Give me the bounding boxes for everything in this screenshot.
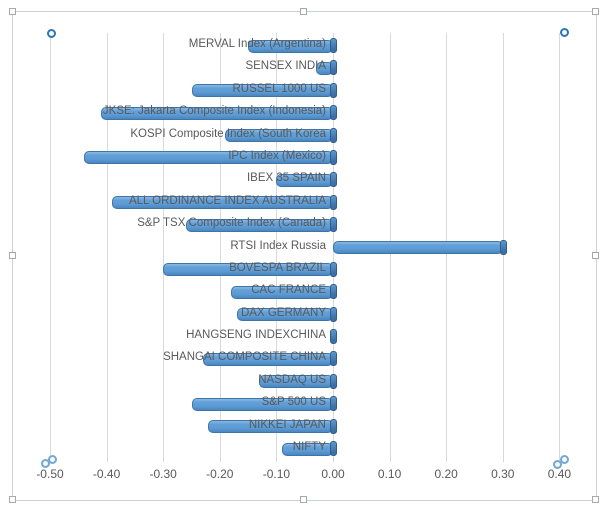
category-label[interactable]: JKSE: Jakarta Composite Index (Indonesia…	[102, 105, 326, 118]
x-axis-tick-label[interactable]: -0.50	[36, 467, 64, 481]
category-label[interactable]: IBEX 35 SPAIN	[246, 172, 326, 185]
bar-end-cap[interactable]	[330, 441, 337, 457]
category-label[interactable]: ALL ORDINANCE INDEX AUSTRALIA	[128, 194, 326, 207]
chart-resize-handle[interactable]	[591, 7, 599, 15]
bar-end-cap[interactable]	[330, 82, 337, 98]
chart-resize-handle[interactable]	[299, 495, 307, 503]
category-label[interactable]: CAC FRANCE	[251, 284, 326, 297]
x-axis-tick-label[interactable]: 0.20	[434, 467, 458, 481]
chart-resize-handle[interactable]	[8, 7, 16, 15]
category-label[interactable]: NIKKEI JAPAN	[248, 418, 326, 431]
bar-end-cap[interactable]	[330, 284, 337, 300]
gridline	[107, 33, 108, 462]
gridline	[220, 33, 221, 462]
gridline	[276, 33, 277, 462]
bar-end-cap[interactable]	[330, 194, 337, 210]
bar-end-cap[interactable]	[330, 60, 337, 76]
category-label[interactable]: NASDAQ US	[258, 373, 326, 386]
plot-area-selection-handle[interactable]	[559, 27, 569, 37]
category-label[interactable]: BOVESPA BRAZIL	[229, 261, 326, 274]
category-label[interactable]: SHANGAI COMPOSITE CHINA	[163, 351, 326, 364]
category-label[interactable]: DAX GERMANY	[241, 306, 326, 319]
gridline	[50, 33, 51, 462]
plot-area-selection-handle[interactable]	[46, 28, 56, 38]
bar[interactable]	[333, 241, 503, 254]
bar-end-cap[interactable]	[330, 373, 337, 389]
x-axis-tick-label[interactable]: -0.20	[206, 467, 234, 481]
gridline	[559, 33, 560, 462]
category-label[interactable]: RTSI Index Russia	[230, 239, 326, 252]
category-label[interactable]: KOSPI Composite Index (South Korea	[130, 127, 326, 140]
plot-area-selection-handle[interactable]	[47, 455, 57, 464]
bar-end-cap[interactable]	[330, 217, 337, 233]
bar-end-cap[interactable]	[330, 38, 337, 53]
x-axis-tick-label[interactable]: 0.40	[547, 467, 572, 481]
bar-end-cap[interactable]	[330, 127, 337, 143]
bar-end-cap[interactable]	[330, 418, 337, 434]
chart-resize-handle[interactable]	[299, 7, 307, 15]
x-axis-tick-label[interactable]: 0.30	[491, 467, 515, 481]
chart-resize-handle[interactable]	[8, 251, 16, 259]
bar-end-cap[interactable]	[330, 396, 337, 412]
gridline	[163, 33, 164, 462]
bar-end-cap[interactable]	[330, 149, 337, 165]
bar-end-cap[interactable]	[330, 105, 337, 121]
x-axis-tick-label[interactable]: -0.40	[92, 467, 121, 481]
category-label[interactable]: S&P 500 US	[261, 396, 326, 409]
plot-area-selection-handle[interactable]	[560, 455, 569, 464]
x-axis-tick-label[interactable]: -0.30	[149, 467, 177, 481]
category-label[interactable]: HANGSENG INDEXCHINA	[186, 329, 326, 342]
category-label[interactable]: SENSEX INDIA	[245, 60, 326, 73]
x-axis-tick-label[interactable]: 0.00	[321, 467, 345, 481]
chart-resize-handle[interactable]	[8, 495, 16, 503]
x-axis-tick-label[interactable]: 0.10	[377, 467, 402, 481]
category-label[interactable]: RUSSEL 1000 US	[232, 82, 326, 95]
category-label[interactable]: S&P TSX Composite Index (Canada)	[137, 217, 326, 230]
bar-end-cap[interactable]	[330, 329, 337, 345]
chart-resize-handle[interactable]	[591, 495, 599, 503]
chart-resize-handle[interactable]	[591, 251, 599, 259]
category-label[interactable]: MERVAL Index (Argentina)	[188, 38, 326, 50]
bar-end-cap[interactable]	[499, 239, 507, 255]
category-label[interactable]: NIFTY	[292, 441, 326, 454]
bar-end-cap[interactable]	[330, 261, 337, 277]
plot-area-selection-handle[interactable]	[553, 459, 562, 469]
category-label[interactable]: IPC Index (Mexico)	[228, 149, 326, 162]
bar-end-cap[interactable]	[330, 172, 337, 188]
x-axis-tick-label[interactable]: -0.10	[262, 467, 291, 481]
bar-end-cap[interactable]	[330, 306, 337, 322]
bar-end-cap[interactable]	[330, 351, 337, 367]
